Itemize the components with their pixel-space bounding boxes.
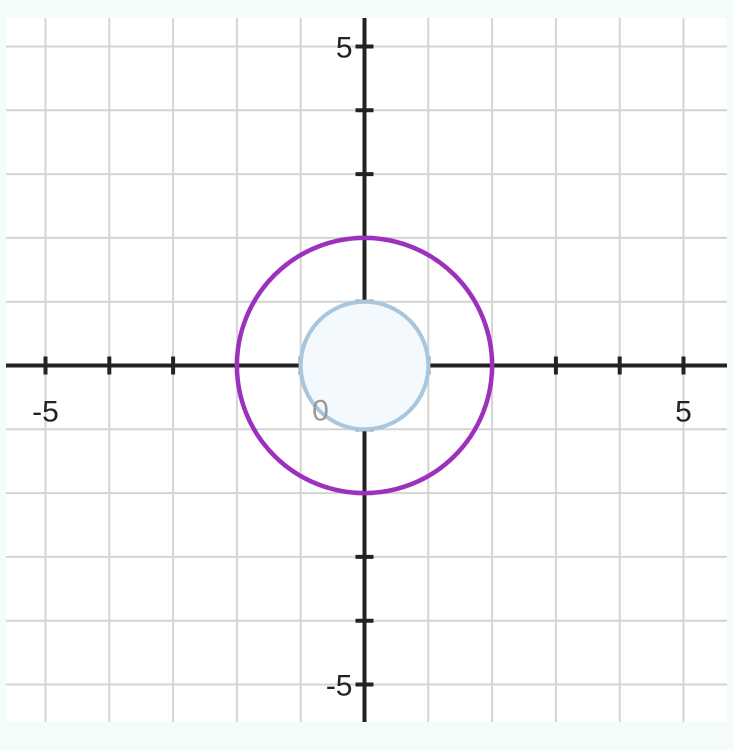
origin-label: 0 xyxy=(312,395,329,428)
tick-labels: -5 5 5 -5 0 xyxy=(32,32,692,703)
y-tick-label: -5 xyxy=(326,670,353,703)
circle-radius-2 xyxy=(234,235,495,496)
circle-radius-1 xyxy=(298,299,431,432)
y-tick-label: 5 xyxy=(336,32,353,65)
curves xyxy=(234,235,495,496)
x-tick-label: 5 xyxy=(675,396,692,429)
x-tick-label: -5 xyxy=(32,396,59,429)
